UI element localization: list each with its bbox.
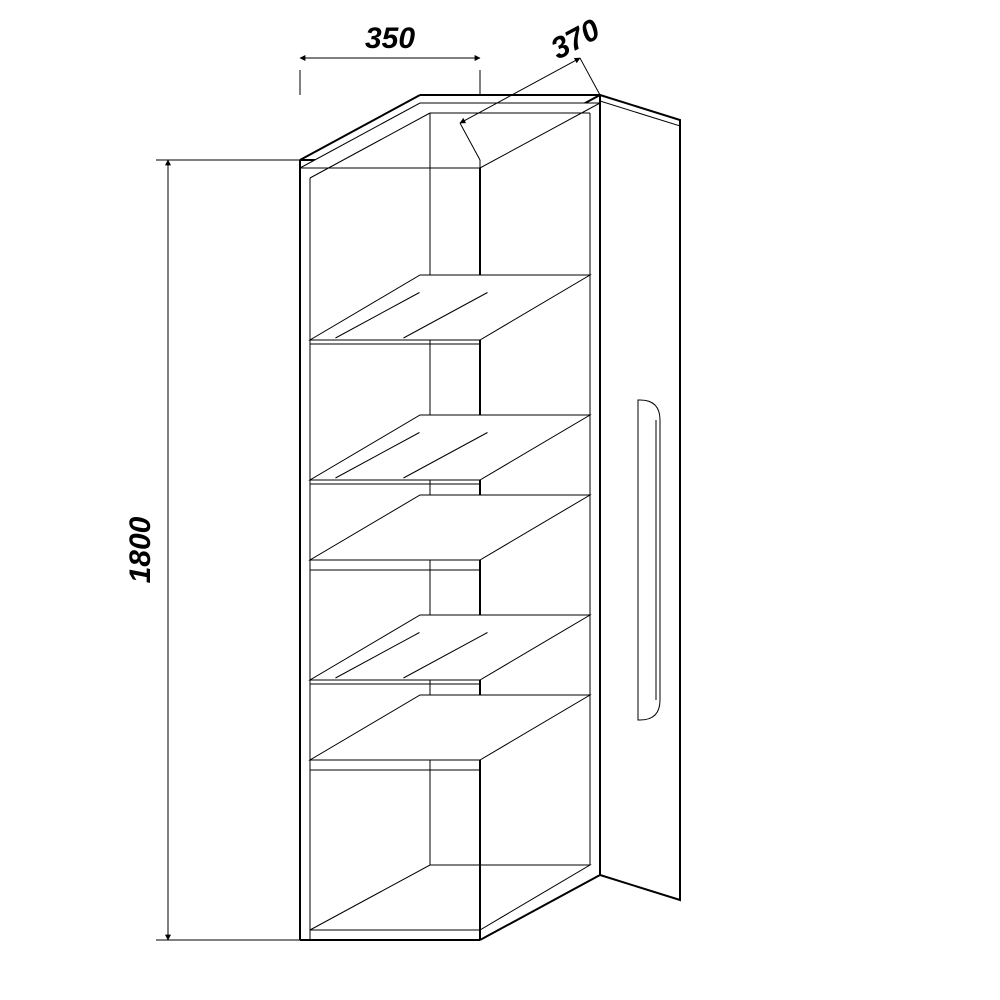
dim-width-label: 350 — [365, 22, 415, 55]
cabinet-drawing: 1800 350 370 — [0, 0, 1000, 1000]
dim-height-label: 1800 — [124, 516, 157, 583]
dim-depth-label: 370 — [546, 13, 606, 66]
